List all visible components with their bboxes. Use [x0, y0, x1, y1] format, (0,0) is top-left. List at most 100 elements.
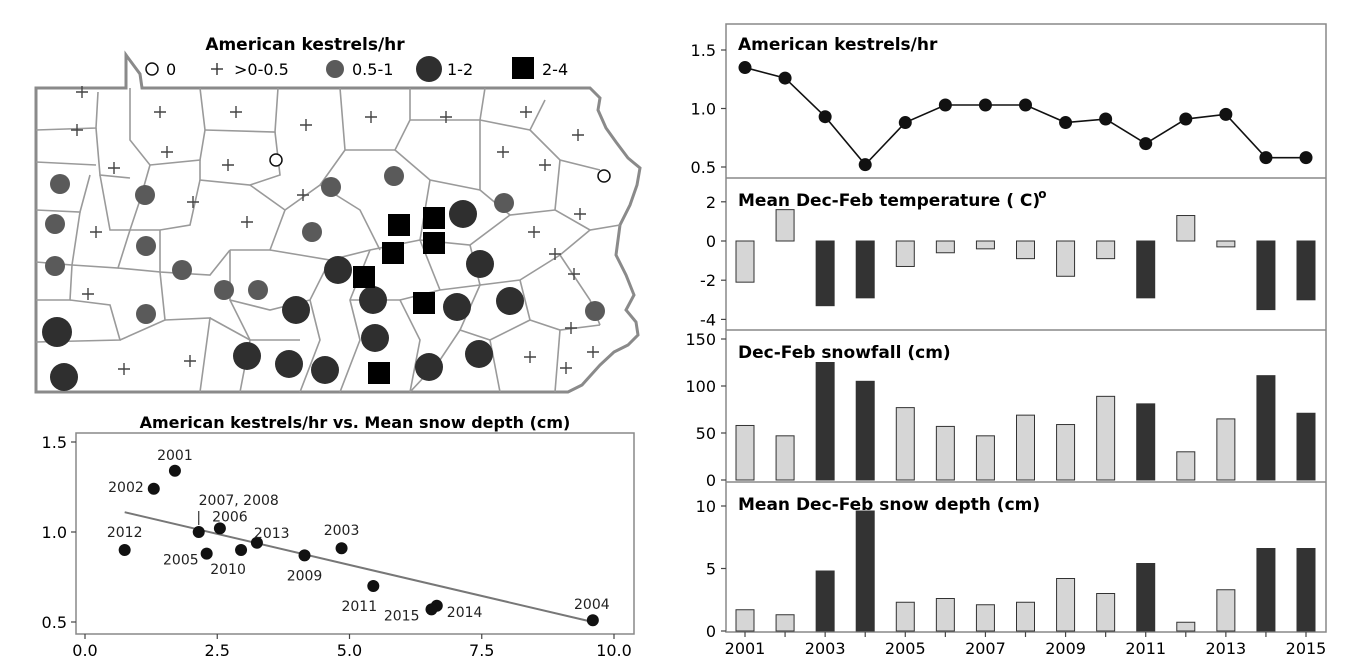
- plus-icon: [90, 226, 102, 238]
- square-markers: [353, 207, 445, 384]
- bar: [1096, 395, 1116, 481]
- gray-circle-marker: [136, 304, 156, 324]
- y-tick-label: 150: [685, 330, 716, 349]
- dark-circle-marker: [275, 350, 303, 378]
- bar: [1176, 621, 1196, 632]
- legend-plus-icon: [211, 63, 223, 75]
- bar: [1056, 578, 1076, 632]
- scatter-point: [118, 544, 131, 556]
- plus-icon: [241, 216, 253, 228]
- depth-panel: 10 5 0: [696, 497, 1316, 641]
- plus-icon: [297, 189, 309, 201]
- bar: [1176, 451, 1196, 481]
- scatter-point: [235, 544, 248, 556]
- plus-icon: [230, 106, 242, 118]
- plus-icon: [549, 248, 561, 260]
- plus-icon: [365, 111, 377, 123]
- dark-circle-marker: [443, 293, 471, 321]
- temp-panel-title: Mean Dec-Feb temperature ( C)o: [738, 187, 1046, 211]
- plus-icon: [497, 146, 509, 158]
- x-tick-label: 2009: [1045, 639, 1086, 658]
- legend-open-circle-icon: [145, 62, 159, 76]
- bar: [1096, 593, 1116, 632]
- scatter-point-label: 2013: [254, 526, 290, 542]
- map-title: American kestrels/hr: [205, 35, 405, 55]
- line-point: [1099, 112, 1113, 126]
- bar: [855, 510, 875, 632]
- plus-icon: [118, 363, 130, 375]
- gray-circle-marker: [50, 174, 70, 194]
- right-panels: American kestrels/hr Mean Dec-Feb temper…: [685, 23, 1327, 658]
- bottom-x-axis: 2001 2003 2005 2007 2009 2011 2013 2015: [725, 632, 1327, 658]
- plus-icon: [108, 162, 120, 174]
- plus-icon: [187, 196, 199, 208]
- x-tick-label: 10.0: [596, 641, 632, 660]
- x-tick-label: 2015: [1286, 639, 1327, 658]
- plus-icon: [539, 159, 551, 171]
- y-tick-label: -4: [700, 310, 716, 329]
- line-point: [1219, 107, 1233, 121]
- bar: [1216, 240, 1236, 248]
- state-outline: [34, 50, 642, 394]
- gray-circle-markers: [45, 166, 605, 324]
- bar: [815, 570, 835, 632]
- y-tick-label: 0.5: [42, 613, 67, 632]
- x-tick-label: 5.0: [337, 641, 362, 660]
- plus-icon: [574, 208, 586, 220]
- map-symbols: [42, 86, 611, 391]
- gray-circle-marker: [248, 280, 268, 300]
- gray-circle-marker: [214, 280, 234, 300]
- y-tick-label: 100: [685, 377, 716, 396]
- gray-circle-marker: [136, 236, 156, 256]
- scatter-point-label: 2002: [108, 480, 144, 496]
- scatter-axis-ticks: 0.0 2.5 5.0 7.5 10.0 0.5 1.0 1.5: [42, 433, 632, 660]
- gray-circle-marker: [384, 166, 404, 186]
- line-point: [1059, 116, 1073, 130]
- snowfall-panel: 150 100 50 0: [685, 330, 1316, 490]
- temp-panel: 2 0 -2 -4: [700, 193, 1316, 329]
- bar: [895, 240, 915, 267]
- dark-circle-markers: [42, 200, 524, 391]
- bar: [1096, 240, 1116, 260]
- scatter-point-label: 2007, 2008: [199, 493, 279, 509]
- plus-icon: [82, 288, 94, 300]
- temp-title-text: Mean Dec-Feb temperature ( C): [738, 191, 1040, 211]
- dark-circle-marker: [233, 342, 261, 370]
- open-circle-marker: [597, 169, 611, 183]
- line-point: [1179, 112, 1193, 126]
- gray-circle-marker: [585, 301, 605, 321]
- y-tick-label: 5: [706, 560, 716, 579]
- y-tick-label: -2: [700, 271, 716, 290]
- map-legend: 0 >0-0.5 0.5-1 1-2 2-4: [145, 56, 568, 82]
- bar: [935, 240, 955, 254]
- scatter-point: [192, 526, 205, 538]
- legend-square-icon: [512, 57, 534, 79]
- scatter-point: [298, 549, 311, 562]
- bar: [775, 614, 795, 632]
- y-tick-label: 1.5: [42, 433, 67, 452]
- plus-icon: [520, 106, 532, 118]
- line-point: [1139, 137, 1153, 151]
- bar: [815, 362, 835, 481]
- plus-icon: [587, 346, 599, 358]
- square-marker: [388, 214, 410, 236]
- scatter-frame: [75, 432, 635, 635]
- bar: [735, 609, 755, 632]
- bar: [1216, 418, 1236, 481]
- dark-circle-marker: [324, 256, 352, 284]
- square-marker: [353, 266, 375, 288]
- dark-circle-marker: [449, 200, 477, 228]
- square-marker: [423, 232, 445, 254]
- x-tick-label: 0.0: [72, 641, 97, 660]
- bar: [1016, 601, 1035, 632]
- plus-icon: [161, 146, 173, 158]
- bar: [1256, 240, 1276, 311]
- dark-circle-marker: [50, 363, 78, 391]
- bar: [775, 209, 795, 242]
- dark-circle-marker: [466, 250, 494, 278]
- bar: [735, 424, 755, 481]
- gray-circle-marker: [45, 214, 65, 234]
- line-point: [1299, 151, 1313, 165]
